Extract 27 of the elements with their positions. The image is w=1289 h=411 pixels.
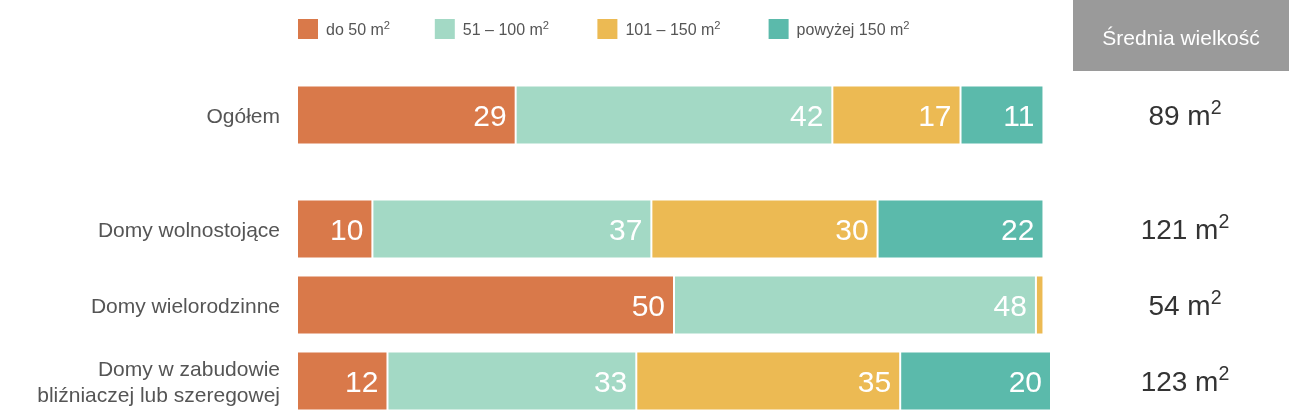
data-label: 22 — [1001, 213, 1035, 246]
data-label: 35 — [857, 365, 892, 398]
text: 89 m$^{2}$ — [1148, 96, 1222, 131]
data-label: 48 — [993, 289, 1027, 322]
y-tick-label: Ogółem — [206, 104, 280, 127]
data-label: 11 — [1003, 99, 1035, 132]
text: 121 m$^{2}$ — [1140, 210, 1230, 245]
text: 123 m$^{2}$ — [1140, 362, 1230, 397]
data-label: 17 — [918, 99, 952, 132]
y-tick-label: Domy wolnostojące — [97, 218, 280, 241]
y-tick-label: Domy w zabudowie bliźniaczej lub szeregowej — [37, 357, 280, 406]
text: 54 m$^{2}$ — [1148, 286, 1222, 321]
legend-label: 51 – 100 m$^{2}$ — [462, 19, 550, 38]
data-label: 30 — [835, 213, 869, 246]
text: Średnia wielkość — [1102, 26, 1260, 49]
legend-label: 101 – 150 m$^{2}$ — [625, 19, 721, 38]
data-label: 12 — [345, 365, 379, 398]
data-label: 20 — [1008, 365, 1042, 398]
data-label: 33 — [593, 365, 628, 398]
y-tick-label: Domy wielorodzinne — [90, 294, 280, 317]
data-label: 37 — [609, 213, 643, 246]
legend-label: do 50 m$^{2}$ — [326, 19, 391, 38]
data-label: 42 — [789, 99, 824, 132]
data-label: 10 — [330, 213, 364, 246]
data-label: 29 — [473, 99, 507, 132]
legend-label: powyżej 150 m$^{2}$ — [796, 19, 910, 38]
data-label: 50 — [631, 289, 665, 322]
